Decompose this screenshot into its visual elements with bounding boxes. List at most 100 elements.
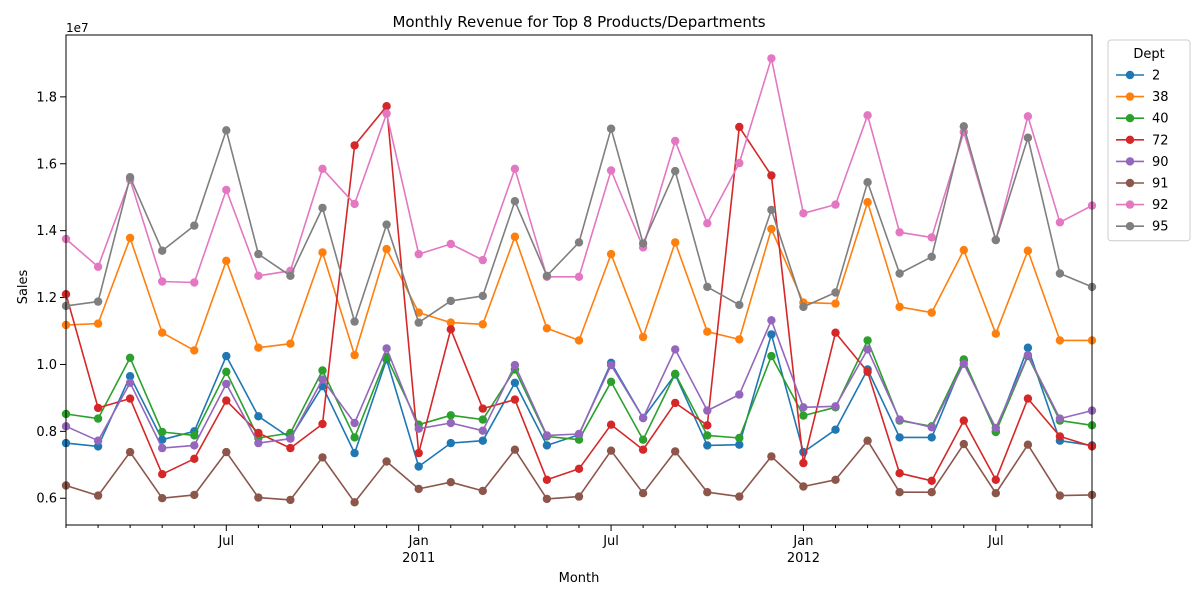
y-tick-label: 1.6 (36, 157, 57, 172)
y-tick-label: 1.0 (36, 358, 57, 373)
data-point (510, 232, 520, 241)
data-point (895, 488, 904, 497)
data-point (158, 246, 167, 255)
data-point (927, 433, 936, 442)
data-point (831, 288, 840, 297)
data-point (799, 302, 808, 312)
data-point (286, 271, 295, 280)
data-point (767, 351, 776, 361)
x-tick-label: Jan (792, 534, 813, 549)
data-point (1023, 350, 1033, 360)
data-point (158, 494, 167, 503)
data-point (895, 415, 904, 424)
legend-item: 91 (1116, 177, 1169, 192)
data-point (446, 325, 455, 334)
plot-frame (65, 34, 1093, 526)
data-point (93, 491, 103, 500)
data-point (254, 412, 263, 421)
data-point (222, 126, 231, 135)
data-point (222, 351, 231, 361)
data-point (542, 324, 552, 333)
data-point (703, 219, 712, 228)
data-point (606, 377, 616, 386)
data-point (574, 492, 584, 501)
data-point (542, 441, 552, 450)
data-point (703, 327, 712, 336)
data-point (991, 489, 1000, 498)
data-point (895, 433, 904, 442)
series-line (65, 125, 1093, 324)
data-point (446, 418, 455, 428)
legend-label: 92 (1152, 198, 1169, 213)
data-point (574, 272, 584, 281)
legend-item: 2 (1116, 69, 1160, 84)
series-90 (61, 316, 1097, 453)
data-point (190, 278, 199, 287)
data-point (863, 336, 872, 345)
data-point (735, 122, 744, 132)
data-point (735, 300, 744, 310)
data-point (414, 462, 423, 471)
data-point (542, 494, 552, 504)
data-point (542, 431, 552, 440)
data-point (478, 486, 487, 496)
data-point (93, 414, 103, 423)
data-point (863, 345, 872, 354)
data-point (831, 402, 840, 411)
data-point (735, 335, 744, 344)
data-point (446, 318, 455, 327)
data-point (863, 436, 872, 445)
data-point (478, 255, 487, 265)
data-point (478, 415, 487, 424)
data-point (318, 203, 327, 213)
data-point (510, 360, 520, 370)
series-line (65, 333, 1093, 468)
data-point (863, 367, 872, 376)
data-point (222, 396, 231, 405)
data-point (735, 433, 744, 443)
data-point (222, 185, 231, 195)
x-tick-year-label: 2011 (402, 551, 435, 566)
data-point (831, 299, 840, 308)
data-point (606, 360, 616, 370)
data-point (382, 244, 391, 254)
data-point (703, 282, 712, 292)
data-point (446, 478, 455, 487)
legend-swatch-marker (1125, 114, 1135, 123)
data-point (831, 200, 840, 209)
legend-item: 90 (1116, 155, 1169, 170)
data-point (414, 448, 423, 458)
legend-label: 72 (1152, 133, 1169, 148)
data-point (318, 164, 327, 173)
data-point (286, 434, 295, 443)
legend-label: 90 (1152, 155, 1169, 170)
data-point (318, 375, 327, 384)
data-point (863, 111, 872, 120)
data-point (574, 464, 584, 473)
data-point (446, 411, 455, 420)
data-point (863, 178, 872, 187)
data-point (446, 438, 455, 448)
data-point (927, 488, 936, 497)
data-point (254, 249, 263, 259)
data-point (735, 440, 744, 449)
data-point (574, 238, 584, 247)
legend-swatch-marker (1125, 222, 1135, 231)
data-point (125, 233, 135, 243)
legend-swatch-marker (1125, 70, 1135, 80)
data-point (671, 136, 680, 146)
data-point (671, 398, 680, 408)
data-point (638, 489, 648, 498)
data-point (831, 328, 840, 337)
data-point (703, 431, 712, 440)
data-point (927, 476, 936, 485)
data-point (414, 484, 423, 494)
data-point (510, 445, 520, 454)
data-point (254, 343, 263, 352)
data-point (158, 443, 167, 453)
legend-item: 92 (1116, 198, 1169, 213)
data-point (959, 439, 968, 449)
data-point (414, 424, 423, 433)
data-point (991, 329, 1000, 338)
data-point (318, 419, 327, 429)
